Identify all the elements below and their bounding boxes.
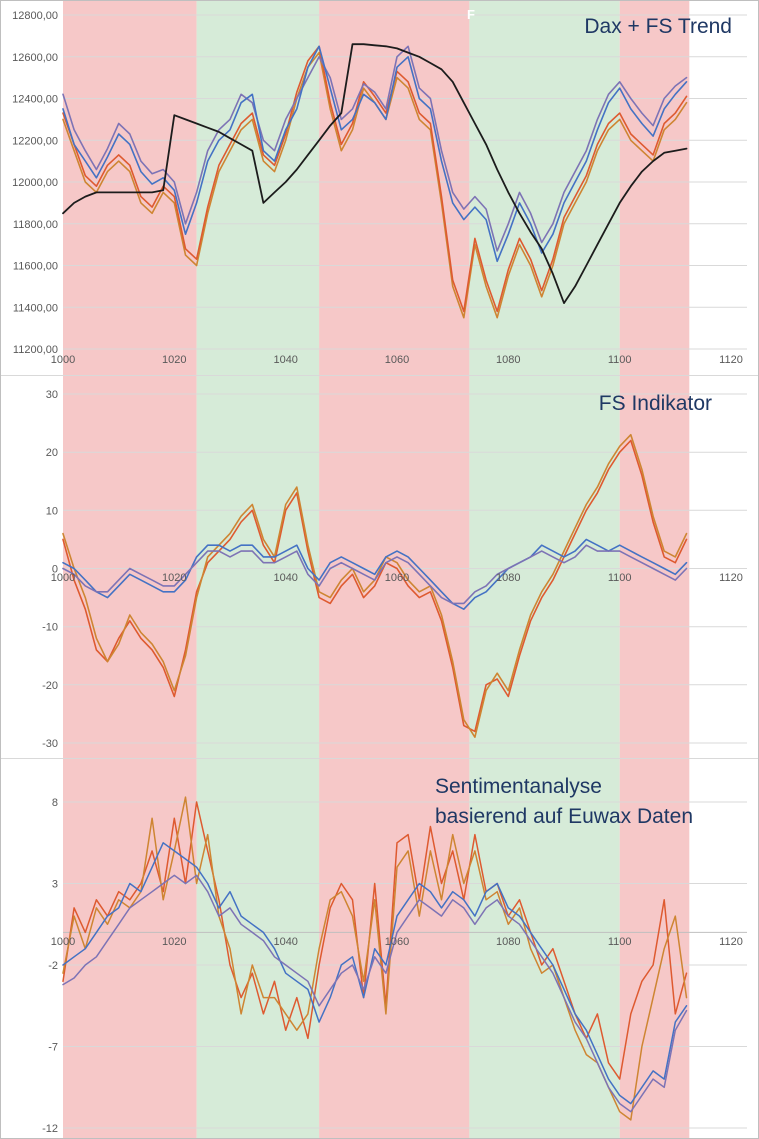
chart-title-sentiment-line1: Sentimentanalyse [435, 775, 602, 798]
svg-text:1040: 1040 [273, 572, 297, 584]
svg-text:11400,00: 11400,00 [13, 302, 58, 314]
svg-text:-2: -2 [48, 960, 58, 972]
svg-text:12000,00: 12000,00 [12, 177, 58, 189]
svg-text:12200,00: 12200,00 [12, 135, 58, 147]
svg-text:12600,00: 12600,00 [12, 52, 58, 64]
svg-text:1040: 1040 [273, 936, 297, 948]
svg-text:1000: 1000 [51, 936, 75, 948]
svg-text:1060: 1060 [385, 354, 409, 366]
svg-text:12800,00: 12800,00 [12, 10, 58, 22]
chart-panel-fs-indikator: 30 20 10 0 -10 -20 -30 1000 1020 1040 1060 1080 1100… [1, 375, 758, 758]
svg-text:1000: 1000 [51, 354, 75, 366]
svg-text:20: 20 [46, 447, 58, 459]
svg-text:1040: 1040 [273, 354, 297, 366]
chart-title-dax-fs-trend: Dax + FS Trend [584, 15, 732, 38]
chart-panel-sentimentanalyse: 8 3 -2 -7 -12 1000 1020 1040 1060 1080 1100 1120 Se… [1, 758, 758, 1138]
dax-fs-trend-plot: 12800,00 12600,00 12400,00 12200,00 12000,00… [12, 1, 747, 375]
svg-text:11200,00: 11200,00 [13, 344, 58, 356]
svg-text:1120: 1120 [719, 936, 743, 948]
svg-text:1020: 1020 [162, 354, 186, 366]
svg-text:1080: 1080 [496, 572, 520, 584]
svg-text:1100: 1100 [608, 572, 632, 584]
svg-text:1120: 1120 [719, 354, 743, 366]
svg-text:1020: 1020 [162, 936, 186, 948]
svg-text:1100: 1100 [608, 936, 632, 948]
svg-text:10: 10 [46, 505, 58, 517]
svg-text:1020: 1020 [162, 572, 186, 584]
svg-text:30: 30 [46, 389, 58, 401]
chart-title-fs-indikator: FS Indikator [598, 392, 712, 415]
svg-text:-20: -20 [42, 680, 58, 692]
fs-indikator-plot: 30 20 10 0 -10 -20 -30 1000 1020 1040 1060 1080 1100… [42, 376, 747, 758]
svg-text:-7: -7 [48, 1042, 58, 1054]
svg-text:-12: -12 [42, 1123, 58, 1135]
svg-text:12400,00: 12400,00 [12, 94, 58, 106]
svg-text:1060: 1060 [385, 572, 409, 584]
svg-text:0: 0 [52, 564, 58, 576]
chart-panel-dax-fs-trend: 12800,00 12600,00 12400,00 12200,00 12000,00… [1, 1, 758, 375]
svg-text:1120: 1120 [719, 572, 743, 584]
svg-text:1080: 1080 [496, 354, 520, 366]
svg-text:3: 3 [52, 879, 58, 891]
stray-label-f: F [467, 7, 475, 22]
svg-text:8: 8 [52, 797, 58, 809]
svg-text:11800,00: 11800,00 [13, 219, 58, 231]
sentimentanalyse-plot: 8 3 -2 -7 -12 1000 1020 1040 1060 1080 1100 1120 [42, 759, 747, 1138]
svg-text:-30: -30 [42, 738, 58, 750]
svg-text:1100: 1100 [608, 354, 632, 366]
svg-text:11600,00: 11600,00 [13, 261, 58, 273]
svg-text:-10: -10 [42, 622, 58, 634]
svg-text:1080: 1080 [496, 936, 520, 948]
svg-text:1000: 1000 [51, 572, 75, 584]
svg-text:1060: 1060 [385, 936, 409, 948]
chart-title-sentiment-line2: basierend auf Euwax Daten [435, 805, 693, 828]
